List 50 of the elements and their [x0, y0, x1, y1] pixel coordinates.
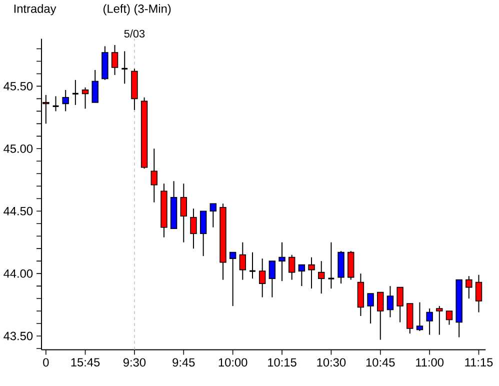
candlestick — [92, 70, 98, 104]
candlestick — [446, 310, 453, 326]
y-tick-label: 43.50 — [4, 332, 33, 340]
x-tick-label: 10:00 — [218, 358, 248, 367]
candlestick — [229, 252, 236, 307]
chart-title: Intraday — [14, 4, 56, 16]
y-tick-label: 44.00 — [4, 270, 33, 278]
x-tick-label: 9:45 — [172, 358, 195, 367]
candlestick — [386, 286, 394, 318]
candlestick — [327, 242, 335, 290]
candlestick — [475, 274, 482, 314]
x-tick-label: 10:30 — [317, 358, 346, 367]
y-tick-label: 45.50 — [4, 82, 33, 91]
candlestick — [239, 242, 246, 281]
y-tick-label: 44.50 — [4, 207, 33, 216]
x-tick-label: 11:00 — [416, 358, 444, 367]
candlestick — [62, 90, 69, 112]
candlestick — [396, 287, 404, 323]
candlestick — [248, 252, 256, 280]
candlestick — [308, 257, 315, 290]
candlestick — [278, 242, 286, 282]
x-tick-label: 10:45 — [366, 358, 395, 367]
candlestick — [190, 208, 197, 250]
candlestick — [377, 292, 384, 340]
chart-subtitle: (Left) (3-Min) — [103, 4, 171, 16]
candlestick — [150, 148, 158, 204]
candlestick — [82, 87, 89, 110]
candlestick — [268, 260, 276, 298]
y-tick-label: 45.00 — [4, 144, 33, 154]
candlestick — [466, 276, 472, 300]
candlestick — [416, 302, 424, 332]
x-tick-label: 11:15 — [465, 358, 493, 367]
ref-line-label: 5/03 — [124, 30, 145, 38]
candlestick — [367, 293, 374, 324]
candlestick — [111, 44, 118, 76]
candlestick — [200, 210, 207, 257]
candlestick — [426, 308, 433, 336]
x-tick-label: 10:15 — [268, 358, 296, 367]
candlestick — [72, 80, 80, 106]
candlestick — [180, 183, 187, 244]
candlestick — [436, 306, 443, 336]
candlestick — [318, 260, 325, 294]
candlestick — [210, 203, 216, 228]
x-tick-label: 0 — [43, 358, 49, 367]
candlestick — [288, 254, 296, 281]
x-tick-label: 9:30 — [123, 358, 146, 367]
x-tick-label: 15:45 — [71, 358, 100, 367]
candlestick — [298, 264, 306, 287]
candlestick — [120, 50, 128, 84]
candlestick — [258, 258, 266, 298]
